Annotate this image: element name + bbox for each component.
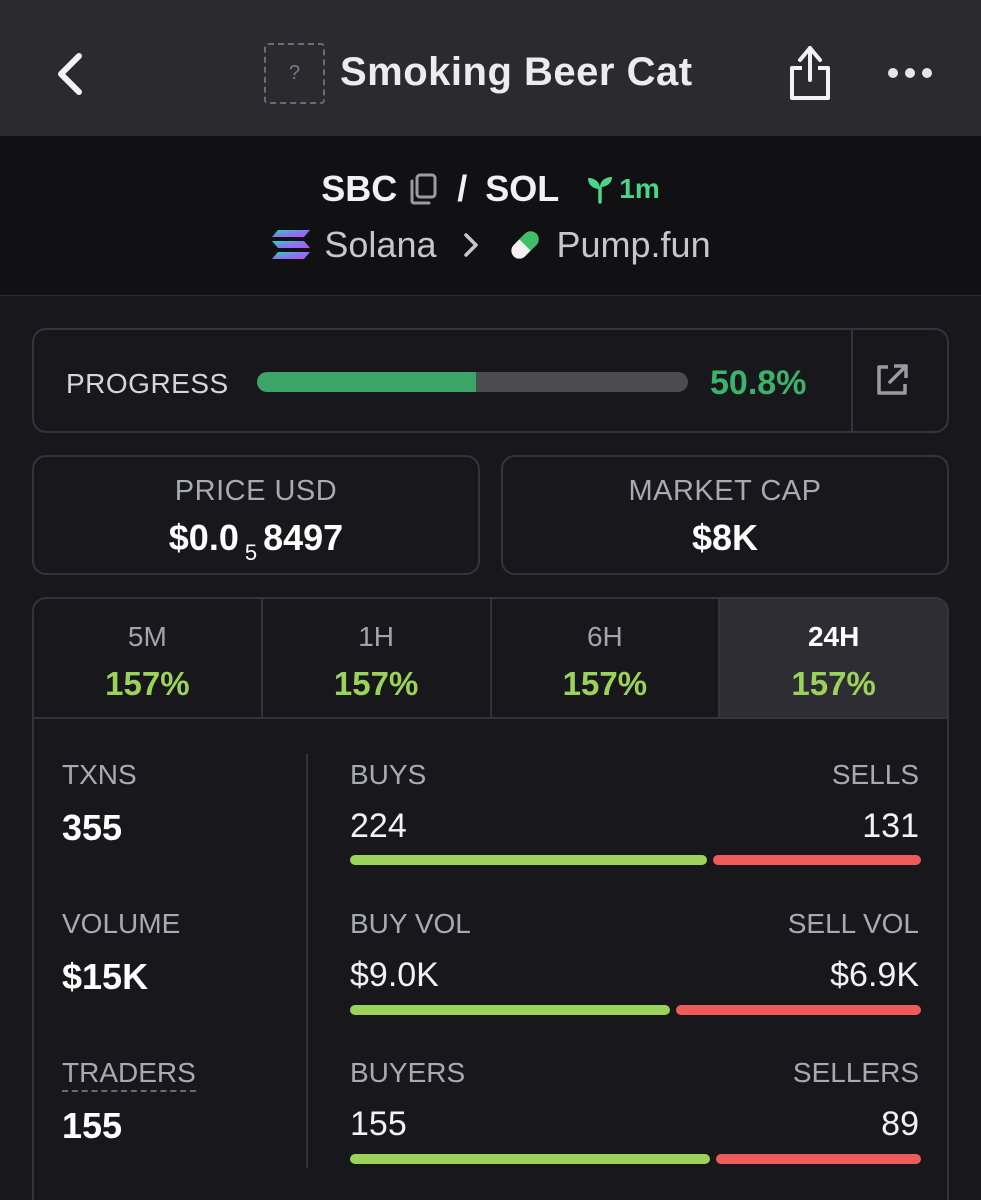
chain-row: Solana Pump.fun	[0, 222, 981, 268]
sells-label: SELLS	[831, 759, 919, 790]
progress-value: 50.8%	[710, 364, 807, 402]
column-divider	[306, 754, 308, 1168]
more-dots-icon	[888, 68, 898, 78]
tab-change: 157%	[791, 665, 876, 702]
tab-label: 24H	[807, 621, 860, 652]
tab-6h[interactable]: 6H 157%	[492, 599, 721, 717]
traders-label[interactable]: TRADERS	[62, 1057, 196, 1092]
progress-label: PROGRESS	[66, 368, 229, 399]
progress-bar-fill	[257, 372, 476, 392]
tab-24h[interactable]: 24H 157%	[720, 599, 947, 717]
top-bar: ? Smoking Beer Cat	[0, 0, 981, 136]
sell-vol-value: $6.9K	[830, 956, 919, 994]
txns-value: 355	[62, 807, 123, 848]
seedling-icon	[588, 177, 613, 204]
solana-icon	[272, 230, 311, 259]
pair-age: 1m	[585, 173, 660, 205]
pair-row: SBC / SOL 1m	[0, 166, 981, 212]
buy-vol-value: $9.0K	[350, 956, 439, 994]
sellers-label: SELLERS	[792, 1057, 919, 1088]
buy-vol-label: BUY VOL	[350, 908, 471, 939]
period-tabs: 5M 157% 1H 157% 6H 157% 24H 157%	[34, 599, 947, 719]
price-digits: 8497	[263, 517, 344, 558]
tab-change: 157%	[105, 665, 190, 702]
tab-change: 157%	[562, 665, 648, 702]
bonding-progress-card: PROGRESS 50.8%	[32, 328, 949, 433]
buy-share-fill	[350, 1154, 710, 1164]
buyers-value: 155	[350, 1105, 407, 1143]
tab-label: 1H	[358, 621, 395, 652]
more-options-button[interactable]	[884, 56, 936, 90]
chain-name[interactable]: Solana	[324, 224, 437, 265]
stats-card: 5M 157% 1H 157% 6H 157% 24H 157% TXNS 35…	[32, 597, 949, 1200]
buyers-label: BUYERS	[350, 1057, 466, 1088]
token-placeholder-glyph: ?	[288, 62, 301, 84]
volume-label: VOLUME	[62, 908, 181, 939]
sell-share-fill	[676, 1005, 921, 1015]
tab-5m[interactable]: 5M 157%	[34, 599, 263, 717]
copy-icon	[410, 173, 437, 205]
tab-1h[interactable]: 1H 157%	[263, 599, 492, 717]
pill-icon	[510, 231, 539, 259]
buys-sells-bar	[350, 855, 921, 865]
tab-label: 5M	[127, 621, 167, 652]
pair-separator: /	[457, 168, 468, 209]
sellers-value: 89	[881, 1105, 919, 1143]
price-zero-count: 5	[244, 540, 258, 565]
buys-label: BUYS	[350, 759, 427, 790]
buyers-sellers-bar	[350, 1154, 921, 1164]
buy-share-fill	[350, 1005, 670, 1015]
price-usd-card: PRICE USD $0.0 5 8497	[32, 455, 480, 575]
buys-value: 224	[350, 807, 407, 845]
market-cap-label: MARKET CAP	[628, 475, 822, 507]
external-link-icon	[877, 364, 908, 395]
share-icon	[790, 46, 830, 100]
tab-label: 6H	[586, 621, 623, 652]
copy-address-button[interactable]	[407, 171, 439, 207]
open-external-button[interactable]	[872, 360, 912, 400]
sell-share-fill	[713, 855, 921, 865]
market-cap-value: $8K	[691, 517, 759, 558]
back-button[interactable]	[48, 48, 92, 100]
sell-share-fill	[716, 1154, 921, 1164]
tab-change: 157%	[333, 665, 419, 702]
pair-quote-symbol: SOL	[485, 168, 560, 209]
sell-vol-label: SELL VOL	[787, 908, 919, 939]
price-usd-value: $0.0 5 8497	[34, 517, 478, 566]
progress-bar	[257, 372, 688, 392]
volume-value: $15K	[62, 956, 149, 997]
pair-header: SBC / SOL 1m	[0, 136, 981, 296]
divider	[851, 330, 853, 431]
pair-base-symbol: SBC	[321, 168, 398, 209]
price-prefix: $0.0	[168, 517, 239, 558]
sells-value: 131	[862, 807, 919, 845]
share-button[interactable]	[786, 42, 834, 104]
price-usd-label: PRICE USD	[174, 475, 338, 507]
token-name: Smoking Beer Cat	[340, 50, 693, 94]
dex-name[interactable]: Pump.fun	[556, 224, 711, 265]
buy-share-fill	[350, 855, 707, 865]
buy-sell-volume-bar	[350, 1005, 921, 1015]
back-chevron-icon	[58, 53, 82, 95]
pair-age-text: 1m	[619, 173, 660, 204]
chevron-right-icon	[463, 233, 478, 257]
market-cap-card: MARKET CAP $8K	[501, 455, 949, 575]
txns-label: TXNS	[62, 759, 137, 790]
token-image-placeholder: ?	[264, 43, 325, 104]
traders-value: 155	[62, 1105, 123, 1146]
